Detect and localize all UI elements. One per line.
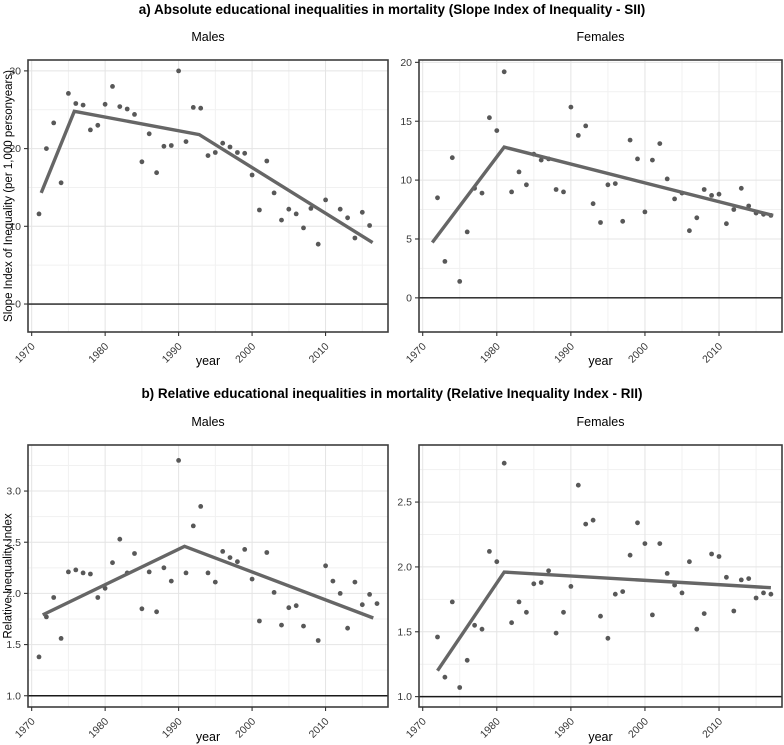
svg-text:2.5: 2.5 — [397, 497, 412, 509]
panel-title-sii-males: Males — [191, 30, 225, 44]
y-axis-label-rii-text: Relative Inequality Index — [3, 513, 15, 639]
svg-text:5: 5 — [406, 234, 412, 246]
svg-text:10: 10 — [400, 175, 412, 187]
svg-text:1.0: 1.0 — [6, 690, 21, 702]
x-axis-label-rii-females: year — [588, 730, 613, 744]
x-axis-label-sii-females: year — [588, 354, 613, 368]
y-axis-label-rii: Relative Inequality Index — [0, 445, 21, 707]
svg-text:0: 0 — [406, 292, 412, 304]
x-axis-label-rii-males: year — [195, 730, 221, 744]
section-a-title: a) Absolute educational inequalities in … — [138, 2, 646, 17]
svg-text:20: 20 — [9, 143, 21, 155]
y-axis-label-sii-text: Slope Index of Inequality (per 1,000 per… — [3, 70, 16, 322]
svg-text:1.5: 1.5 — [6, 639, 21, 651]
x-axis-label-sii-males: year — [195, 354, 221, 368]
svg-text:2.5: 2.5 — [6, 537, 21, 549]
panel-title-rii-males: Males — [191, 415, 225, 429]
y-axis-label-sii: Slope Index of Inequality (per 1,000 per… — [0, 60, 21, 332]
svg-text:1.0: 1.0 — [397, 691, 412, 703]
svg-text:30: 30 — [9, 65, 21, 77]
svg-text:15: 15 — [400, 116, 412, 128]
panel-title-sii-females: Females — [576, 30, 625, 44]
svg-text:2.0: 2.0 — [397, 562, 412, 574]
svg-text:10: 10 — [9, 221, 21, 233]
section-b-title: b) Relative educational inequalities in … — [141, 386, 643, 401]
panel-title-rii-females: Females — [576, 415, 625, 429]
svg-text:1.5: 1.5 — [397, 626, 412, 638]
svg-text:0: 0 — [15, 299, 21, 311]
svg-text:3.0: 3.0 — [6, 486, 21, 498]
svg-text:20: 20 — [400, 57, 412, 69]
svg-text:2.0: 2.0 — [6, 588, 21, 600]
